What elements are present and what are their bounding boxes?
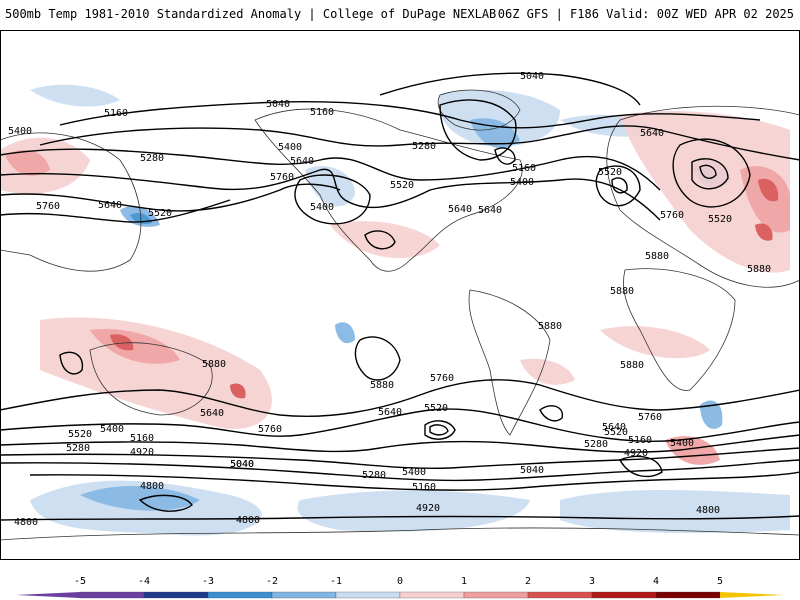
contour-label: 5400	[100, 424, 124, 435]
map-title: 500mb Temp 1981-2010 Standardized Anomal…	[5, 7, 497, 21]
contour-label: 5400	[310, 202, 334, 213]
contour-label: 5520	[424, 403, 448, 414]
contour-label: 5760	[638, 412, 662, 423]
contour-label: 5520	[68, 429, 92, 440]
contour-label: 5880	[645, 251, 669, 262]
contour-label: 5640	[290, 156, 314, 167]
height-contours	[0, 72, 800, 521]
contour-label: 4800	[236, 515, 260, 526]
colorbar-bin	[655, 591, 721, 599]
contour-label: 5880	[538, 321, 562, 332]
contour-label: 5880	[202, 359, 226, 370]
contour-label: 5160	[130, 433, 154, 444]
contour-label: 5520	[390, 180, 414, 191]
contour-label: 5640	[640, 128, 664, 139]
colorbar-bin	[463, 591, 529, 599]
asia-east-outline	[0, 132, 142, 272]
contour-label: 4920	[624, 448, 648, 459]
colorbar: -5 -4 -3 -2 -1 0 1 2 3 4 5	[16, 576, 784, 599]
contour-label: 5880	[620, 360, 644, 371]
colorbar-tick-label: 2	[525, 576, 531, 587]
contour-label: 5160	[628, 435, 652, 446]
contour-label: 5400	[8, 126, 32, 137]
contour-label: 5160	[104, 108, 128, 119]
colorbar-bin	[591, 591, 657, 599]
weather-map[interactable]: 5040 5040 5160 5160 5400 5280 5400 5640 …	[0, 30, 800, 560]
contour-label: 5400	[278, 142, 302, 153]
colorbar-bin	[399, 591, 465, 599]
contour-label: 5160	[512, 163, 536, 174]
colorbar-bin	[79, 591, 145, 599]
contour-label-group: 5040 5040 5160 5160 5400 5280 5400 5640 …	[8, 71, 771, 528]
contour-label: 5280	[412, 141, 436, 152]
colorbar-bin	[143, 591, 209, 599]
colorbar-tick-label: -1	[330, 576, 342, 587]
australia-outline	[89, 342, 213, 416]
colorbar-bins	[79, 591, 721, 599]
contour-label: 5520	[148, 208, 172, 219]
header: 500mb Temp 1981-2010 Standardized Anomal…	[0, 0, 800, 30]
contour-label: 5520	[598, 167, 622, 178]
colorbar-tick-label: -5	[74, 576, 86, 587]
contour-label: 5640	[200, 408, 224, 419]
contour-label: 5400	[670, 438, 694, 449]
colorbar-bin	[207, 591, 273, 599]
contour-label: 5760	[36, 201, 60, 212]
colorbar-tick-label: -2	[266, 576, 278, 587]
contour-label: 5400	[510, 177, 534, 188]
contour-label: 5400	[402, 467, 426, 478]
antarctica-outline	[0, 527, 800, 541]
contour-label: 5640	[478, 205, 502, 216]
contour-label: 5280	[584, 439, 608, 450]
contour-label: 5160	[310, 107, 334, 118]
run-info: 06Z GFS | F186 Valid: 00Z WED APR 02 202…	[497, 7, 794, 21]
contour-label: 5040	[520, 465, 544, 476]
contour-label: 5640	[378, 407, 402, 418]
contour-label: 5880	[610, 286, 634, 297]
contour-label: 5040	[520, 71, 544, 82]
contour-label: 5760	[258, 424, 282, 435]
colorbar-bin	[335, 591, 401, 599]
contour-label: 4800	[14, 517, 38, 528]
contour-label: 4800	[140, 481, 164, 492]
warm-anomaly-shading	[0, 110, 790, 465]
contour-label: 5280	[362, 470, 386, 481]
contour-label: 5760	[430, 373, 454, 384]
colorbar-tick-label: 1	[461, 576, 467, 587]
contour-label: 5520	[708, 214, 732, 225]
contour-label: 5640	[448, 204, 472, 215]
contour-label: 5520	[604, 427, 628, 438]
colorbar-tick-label: 3	[589, 576, 595, 587]
contour-label: 5040	[266, 99, 290, 110]
south-america-outline	[468, 289, 551, 436]
contour-label: 5160	[412, 482, 436, 493]
contour-label: 5880	[370, 380, 394, 391]
contour-label: 5640	[602, 422, 626, 433]
colorbar-bin	[271, 591, 337, 599]
contour-label: 5280	[66, 443, 90, 454]
contour-label: 5040	[230, 459, 254, 470]
colorbar-right-tip	[720, 592, 784, 598]
contour-label: 4800	[696, 505, 720, 516]
colorbar-tick-label: 5	[717, 576, 723, 587]
north-america-outline	[254, 108, 523, 272]
colorbar-bin	[527, 591, 593, 599]
contour-label: 4920	[130, 447, 154, 458]
contour-label: 5760	[270, 172, 294, 183]
contour-label: 5280	[140, 153, 164, 164]
colorbar-left-tip	[16, 592, 80, 598]
africa-outline	[623, 268, 736, 391]
colorbar-labels: -5 -4 -3 -2 -1 0 1 2 3 4 5	[74, 576, 723, 587]
colorbar-tick-label: 4	[653, 576, 659, 587]
contour-label: 5760	[660, 210, 684, 221]
colorbar-tick-label: -4	[138, 576, 150, 587]
colorbar-tick-label: -3	[202, 576, 214, 587]
contour-label: 5880	[747, 264, 771, 275]
contour-label: 5640	[98, 200, 122, 211]
contour-label: 4920	[416, 503, 440, 514]
contour-label: 5040	[230, 459, 254, 470]
colorbar-tick-label: 0	[397, 576, 403, 587]
